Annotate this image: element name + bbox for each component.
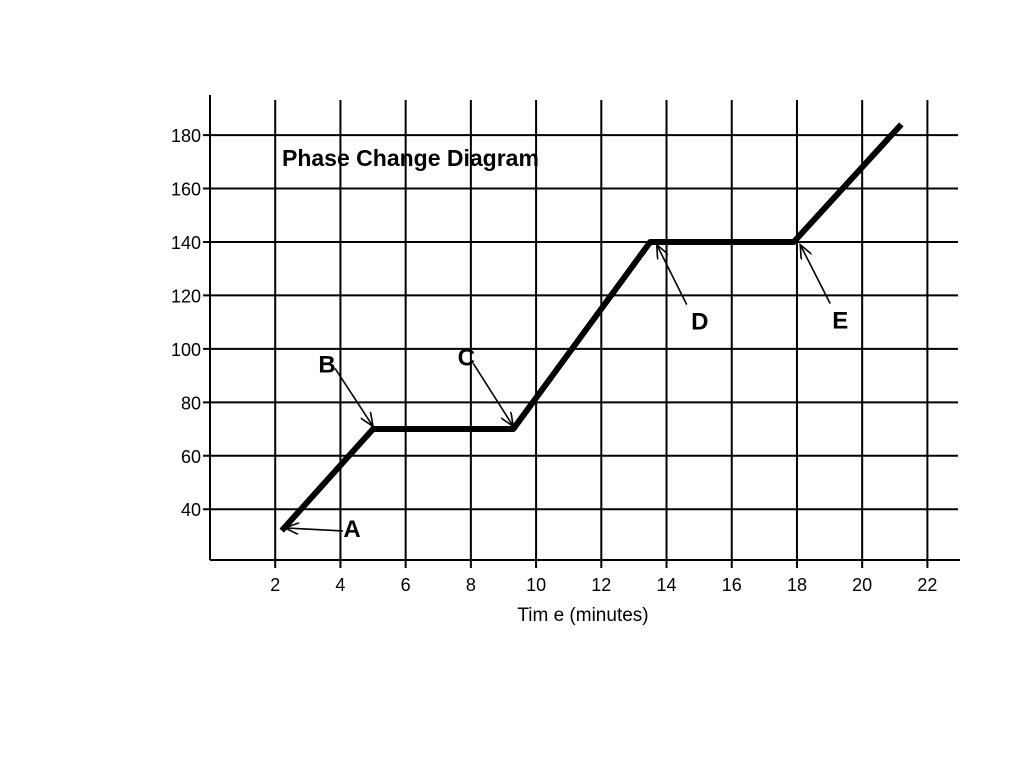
x-tick-label: 10 [526,575,546,595]
y-tick-label: 140 [171,233,201,253]
annotation-label-c: C [458,344,475,371]
x-tick-label: 14 [657,575,677,595]
x-tick-label: 16 [722,575,742,595]
chart-title: Phase Change Diagram [282,145,539,171]
annotations: A B C D E [285,245,848,543]
heating-curve [279,122,904,533]
annotation-arrow-d [657,245,688,306]
tick-labels: 2 4 6 8 10 12 14 16 18 20 22 40 60 80 100 120 140 160 180 [171,126,937,595]
x-tick-label: 4 [335,575,345,595]
annotation-arrow-c [472,362,513,426]
axes [209,95,960,561]
annotation-label-b: B [318,351,335,378]
x-axis-label: Tim e (minutes) [517,605,648,626]
y-tick-label: 80 [181,393,201,413]
y-tick-label: 60 [181,447,201,467]
annotation-arrow-e [800,245,831,305]
x-tick-label: 18 [787,575,807,595]
annotation-label-a: A [343,516,360,543]
temperature-series-line [279,122,904,533]
x-tick-label: 2 [270,575,280,595]
y-tick-label: 100 [171,340,201,360]
x-tick-label: 8 [466,575,476,595]
y-tick-label: 40 [181,500,201,520]
x-tick-label: 6 [401,575,411,595]
annotation-label-e: E [832,308,848,335]
y-tick-label: 180 [171,126,201,146]
grid [203,100,958,568]
y-tick-label: 120 [171,286,201,306]
annotation-arrow-b [334,367,373,426]
y-tick-label: 160 [171,180,201,200]
x-tick-label: 12 [591,575,611,595]
annotation-arrow-a [285,528,344,531]
x-tick-label: 22 [917,575,937,595]
annotation-label-d: D [691,309,708,336]
x-tick-label: 20 [852,575,872,595]
